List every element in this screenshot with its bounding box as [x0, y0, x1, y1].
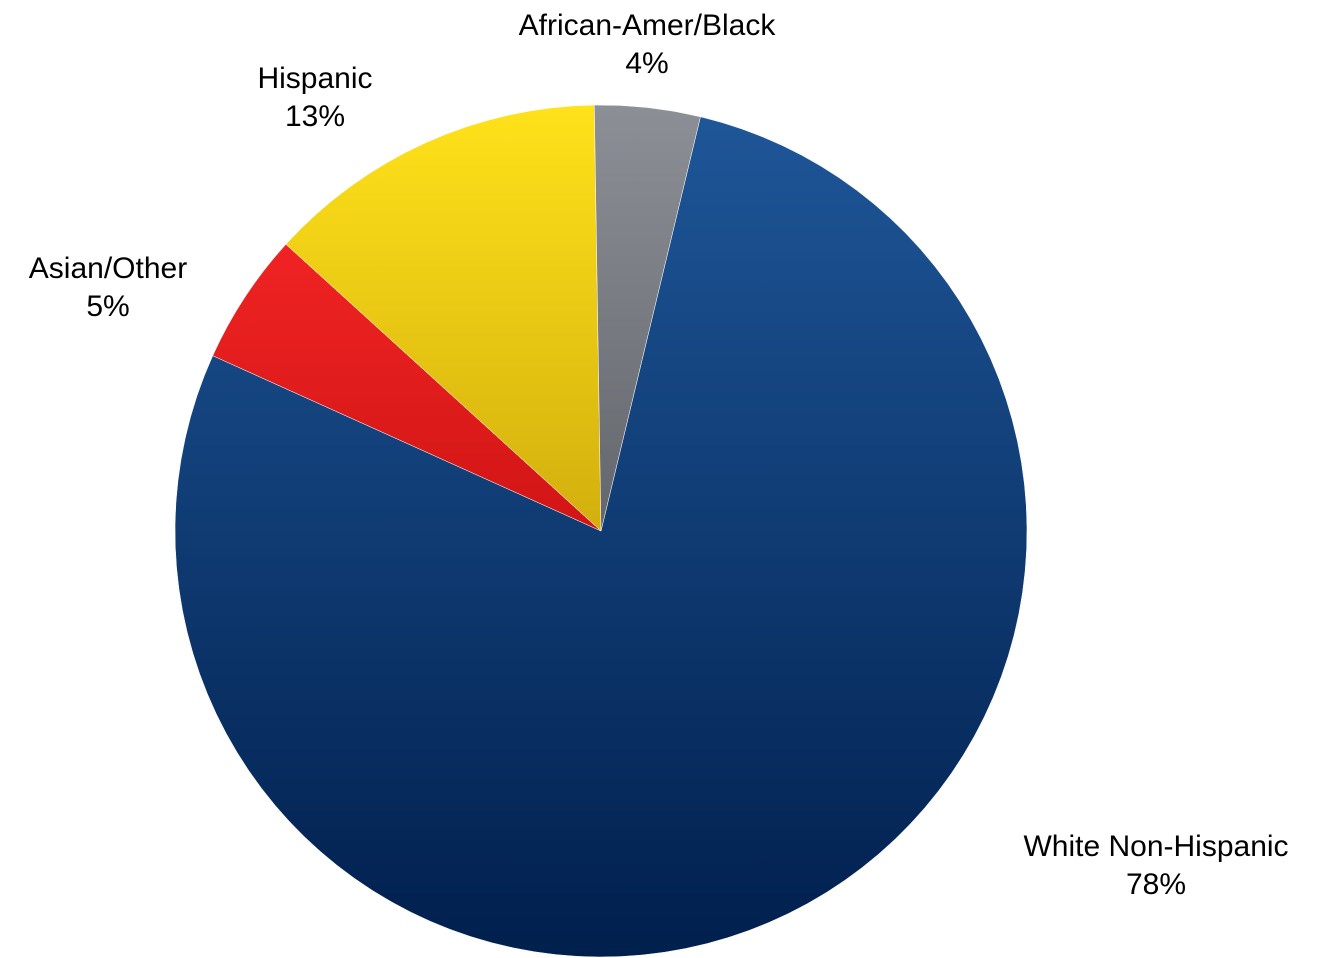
slice-label-white-non-hispanic: White Non-Hispanic 78%	[1023, 828, 1288, 904]
slice-label-asian-other: Asian/Other 5%	[29, 250, 187, 326]
pie-slice-hispanic	[285, 104, 602, 532]
slice-percent: 4%	[625, 47, 669, 80]
pie-slice-african-amer-black	[594, 104, 701, 532]
slice-name: White Non-Hispanic	[1023, 830, 1289, 863]
slice-label-african-amer-black: African-Amer/Black 4%	[519, 7, 776, 83]
slice-percent: 5%	[86, 290, 130, 323]
slice-name: Hispanic	[257, 62, 373, 95]
slice-name: African-Amer/Black	[518, 9, 776, 42]
pie-slice-white-non-hispanic	[174, 116, 1028, 958]
slice-percent: 78%	[1125, 868, 1187, 901]
slice-percent: 13%	[284, 100, 346, 133]
slice-label-hispanic: Hispanic 13%	[257, 60, 372, 136]
slice-name: Asian/Other	[28, 252, 188, 285]
